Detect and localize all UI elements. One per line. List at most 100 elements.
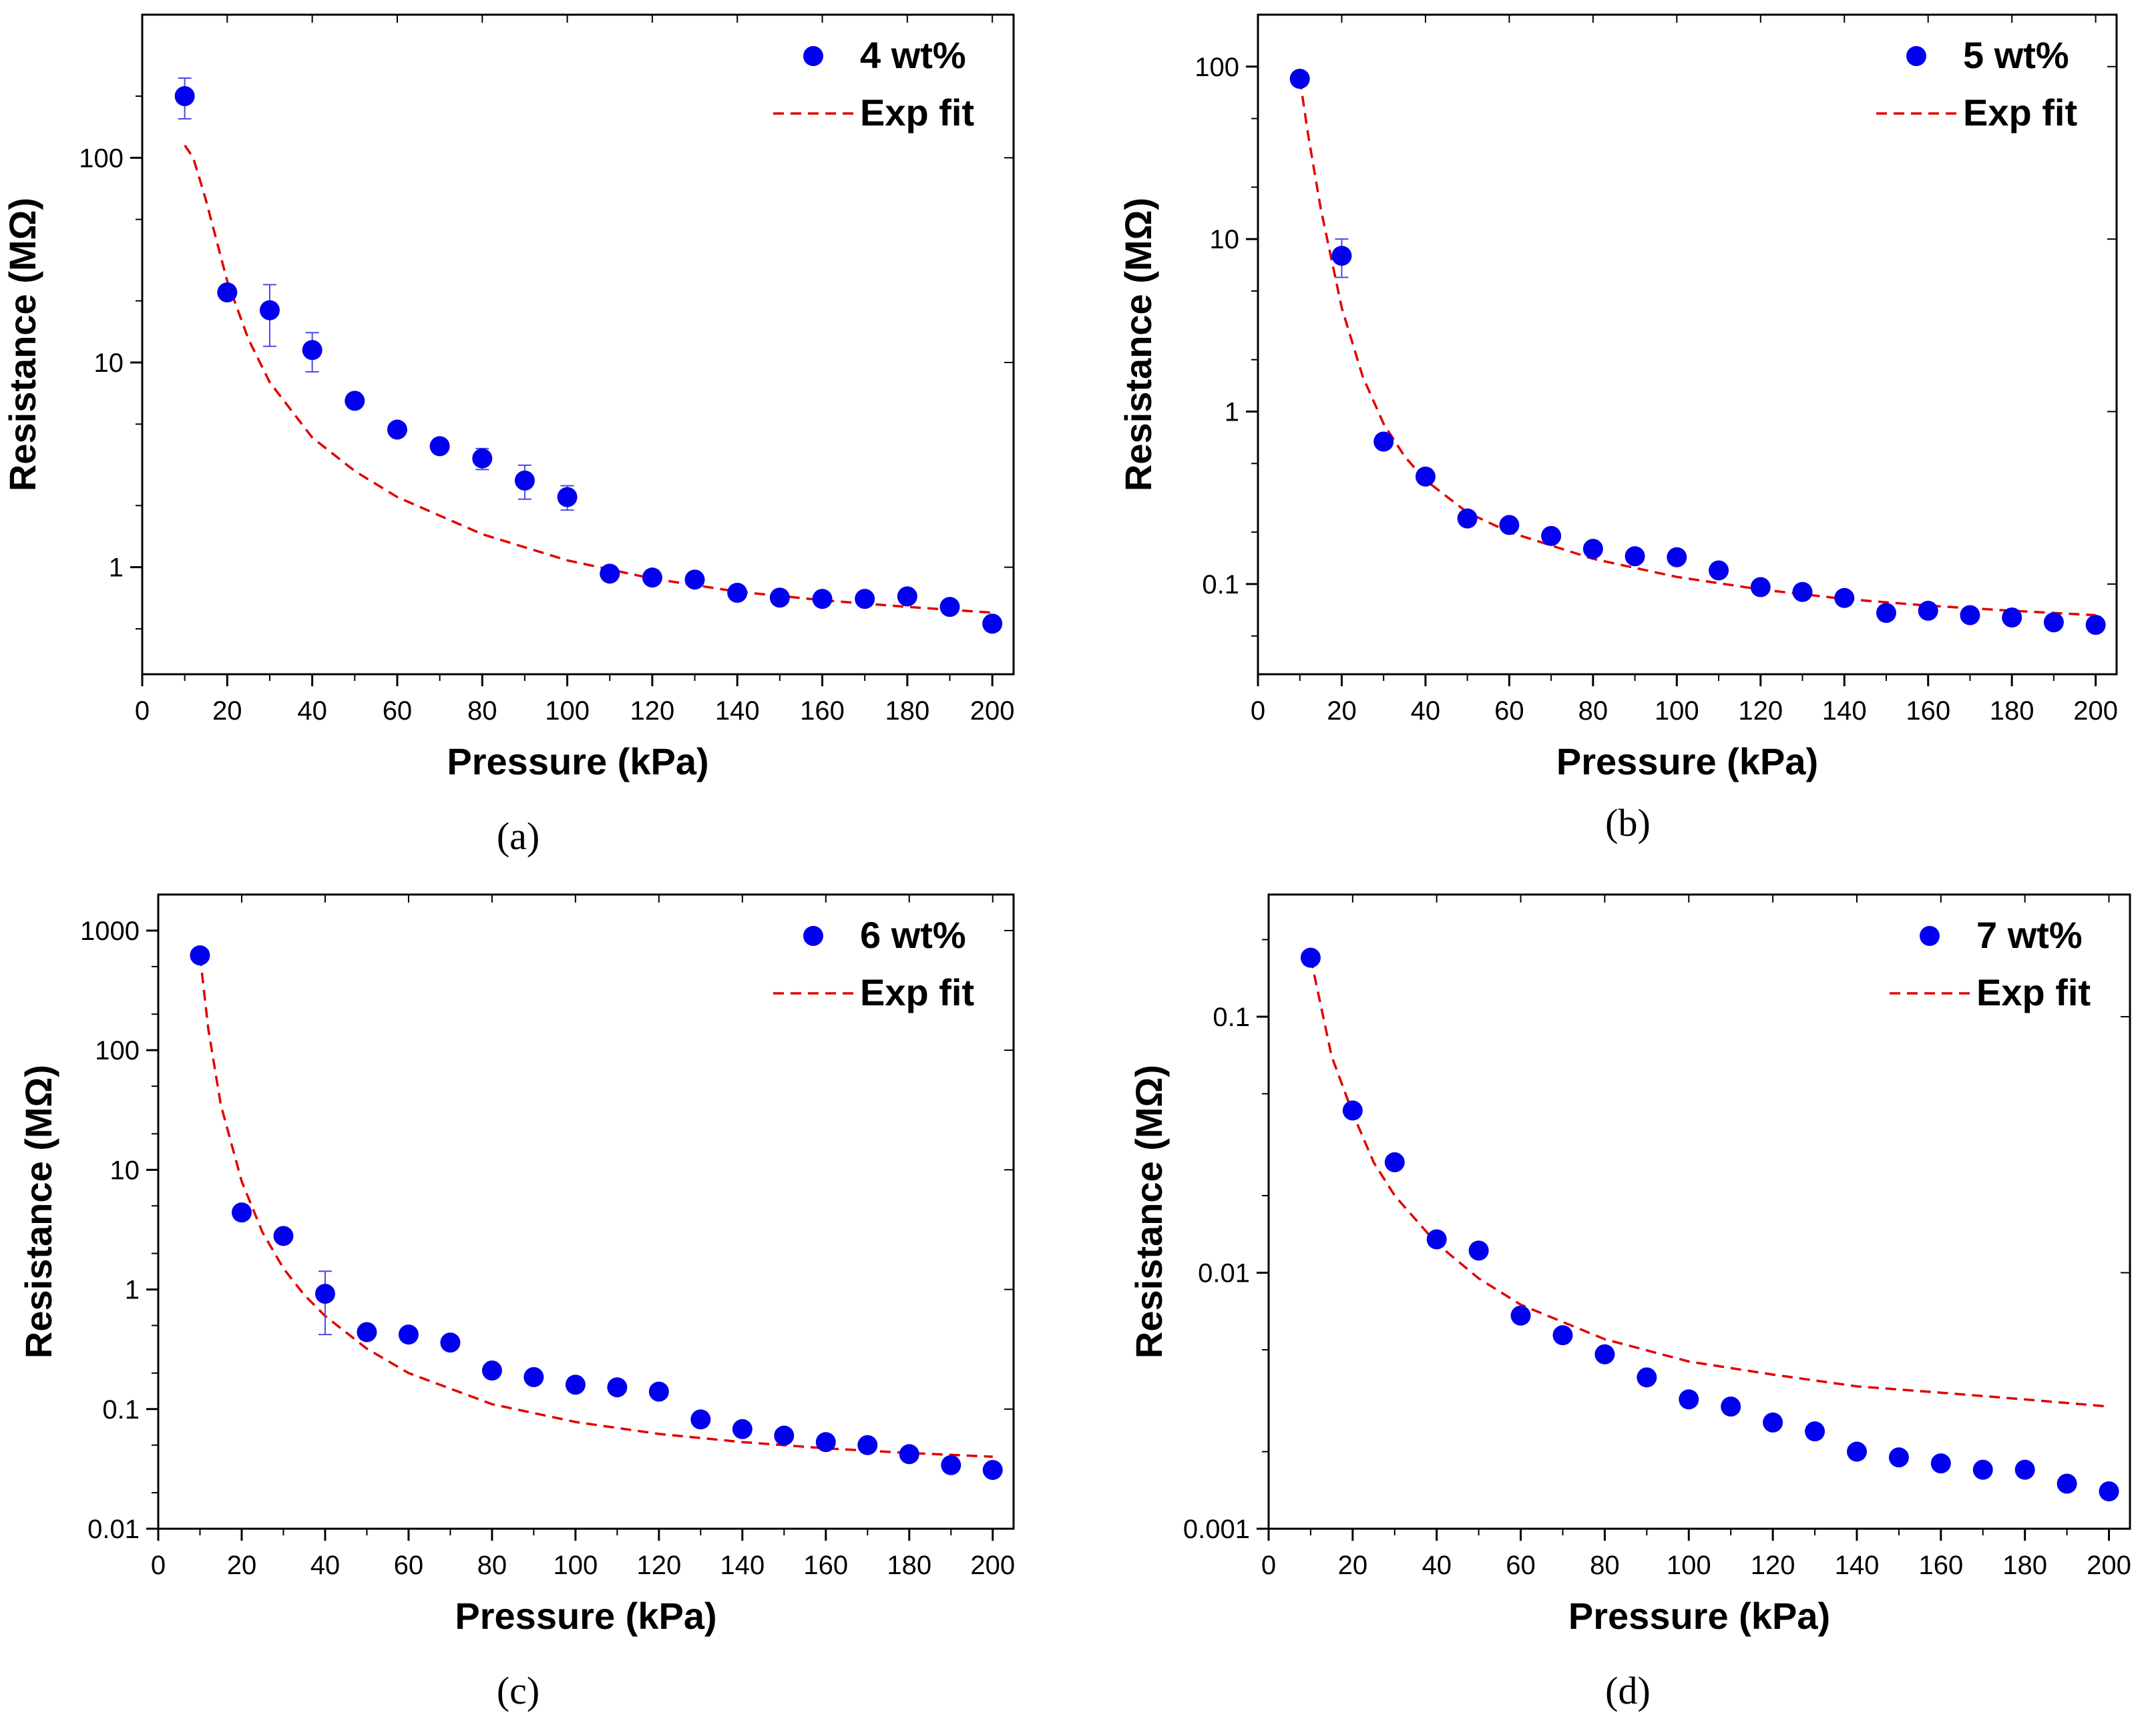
chart-3-point-15 xyxy=(1930,1453,1951,1474)
chart-2-point-12 xyxy=(690,1409,711,1430)
chart-1-point-14 xyxy=(1876,603,1896,624)
chart-1-ytick-label-1: 1 xyxy=(1225,398,1239,427)
chart-3-xtick-label-4: 80 xyxy=(1590,1551,1620,1580)
chart-3-point-3 xyxy=(1426,1229,1447,1250)
chart-2-xtick-label-4: 80 xyxy=(477,1551,507,1580)
chart-1-legend-label-fit: Exp fit xyxy=(1963,91,2077,134)
chart-2-caption: (c) xyxy=(497,1669,540,1712)
chart-2-point-17 xyxy=(899,1444,919,1465)
chart-1-point-13 xyxy=(1834,587,1855,608)
chart-3-legend-label-fit: Exp fit xyxy=(1976,971,2091,1013)
chart-2-point-9 xyxy=(565,1375,586,1395)
chart-3-point-4 xyxy=(1468,1240,1489,1261)
chart-2: 0 20 40 60 80 100 120 140 160 180 200 0.01 0.1 1 10 100… xyxy=(17,893,1015,1712)
chart-1-xtick-label-3: 60 xyxy=(1494,696,1524,726)
chart-1-point-16 xyxy=(1960,605,1980,626)
chart-0-xtick-label-10: 200 xyxy=(970,696,1015,726)
chart-1-xtick-label-10: 200 xyxy=(2073,696,2118,726)
chart-3-point-13 xyxy=(1846,1441,1867,1462)
chart-3-point-5 xyxy=(1510,1305,1531,1326)
chart-3-point-14 xyxy=(1888,1447,1909,1468)
chart-1-fit-line xyxy=(1298,78,2096,617)
chart-0-point-6 xyxy=(429,436,450,457)
chart-3-point-18 xyxy=(2057,1473,2077,1494)
chart-2-ytick-label-0: 0.01 xyxy=(87,1515,140,1544)
chart-0-ylabel: Resistance (MΩ) xyxy=(1,198,43,491)
chart-0-legend-label-points: 4 wt% xyxy=(860,34,966,76)
chart-0-legend-marker-points xyxy=(803,46,823,66)
chart-1-xtick-label-2: 40 xyxy=(1411,696,1441,726)
chart-1-point-9 xyxy=(1667,547,1687,567)
chart-2-point-4 xyxy=(357,1322,377,1342)
chart-3-legend-label-points: 7 wt% xyxy=(1976,914,2083,956)
chart-0-xtick-label-1: 20 xyxy=(212,696,242,726)
chart-0-point-8 xyxy=(514,470,535,491)
chart-2-xtick-label-8: 160 xyxy=(803,1551,848,1580)
chart-2-point-18 xyxy=(941,1455,961,1475)
chart-2-xlabel: Pressure (kPa) xyxy=(455,1595,716,1637)
chart-1-point-12 xyxy=(1792,581,1813,602)
chart-2-point-14 xyxy=(774,1425,795,1446)
chart-1-xtick-label-9: 180 xyxy=(1990,696,2034,726)
chart-2-point-2 xyxy=(273,1226,294,1246)
chart-2-xtick-label-7: 140 xyxy=(720,1551,765,1580)
chart-0-xtick-label-8: 160 xyxy=(800,696,845,726)
chart-0-point-3 xyxy=(302,340,322,360)
chart-3-xtick-label-1: 20 xyxy=(1338,1551,1368,1580)
chart-3-ytick-label-1: 0.01 xyxy=(1198,1258,1250,1288)
chart-0-point-14 xyxy=(769,587,790,608)
chart-3-xtick-label-10: 200 xyxy=(2087,1551,2131,1580)
chart-1-caption: (b) xyxy=(1605,801,1651,844)
chart-3-point-17 xyxy=(2014,1459,2035,1480)
chart-2-legend-marker-points xyxy=(803,926,823,946)
chart-0-point-18 xyxy=(939,597,960,618)
chart-0-fit-line xyxy=(184,144,993,614)
chart-1-xtick-label-0: 0 xyxy=(1251,696,1265,726)
chart-1-ytick-label-2: 10 xyxy=(1210,225,1240,254)
chart-1-point-5 xyxy=(1499,515,1520,535)
chart-1-point-7 xyxy=(1582,539,1603,559)
chart-2-fit-line xyxy=(198,955,993,1458)
chart-0-point-4 xyxy=(345,391,365,411)
chart-2-point-5 xyxy=(398,1324,419,1345)
chart-1-point-1 xyxy=(1331,246,1352,266)
chart-0-ytick-label-2: 100 xyxy=(79,144,124,173)
chart-3-ytick-label-2: 0.1 xyxy=(1213,1003,1250,1032)
chart-0-point-1 xyxy=(217,282,238,302)
chart-0-xtick-label-0: 0 xyxy=(135,696,150,726)
chart-0-point-12 xyxy=(684,569,705,590)
chart-1-point-15 xyxy=(1918,600,1938,621)
chart-2-point-16 xyxy=(857,1435,878,1455)
chart-1-point-3 xyxy=(1415,466,1436,487)
chart-2-ytick-label-4: 100 xyxy=(95,1036,140,1065)
chart-3-fit-line xyxy=(1309,957,2109,1408)
chart-0-xtick-label-9: 180 xyxy=(885,696,929,726)
chart-0-xlabel: Pressure (kPa) xyxy=(447,740,708,782)
chart-2-xtick-label-9: 180 xyxy=(887,1551,931,1580)
chart-2-point-8 xyxy=(523,1367,544,1387)
chart-1-point-19 xyxy=(2085,615,2106,636)
chart-3-point-11 xyxy=(1763,1412,1783,1433)
chart-3-point-16 xyxy=(1972,1459,1993,1480)
chart-2-ylabel: Resistance (MΩ) xyxy=(17,1065,59,1358)
chart-1-xtick-label-1: 20 xyxy=(1327,696,1357,726)
chart-2-xtick-label-5: 100 xyxy=(554,1551,598,1580)
chart-2-frame xyxy=(157,893,1015,1530)
chart-3-xtick-label-8: 160 xyxy=(1918,1551,1963,1580)
chart-3-xtick-label-2: 40 xyxy=(1422,1551,1452,1580)
chart-3-point-2 xyxy=(1384,1152,1405,1173)
chart-0-xtick-label-5: 100 xyxy=(545,696,590,726)
chart-1-point-2 xyxy=(1373,431,1394,452)
chart-0-xtick-label-4: 80 xyxy=(467,696,497,726)
chart-0-point-10 xyxy=(600,563,620,584)
chart-2-legend-label-fit: Exp fit xyxy=(860,971,974,1013)
chart-1-point-17 xyxy=(2002,607,2022,628)
chart-2-xtick-label-6: 120 xyxy=(636,1551,681,1580)
chart-0-point-13 xyxy=(727,582,748,603)
chart-0-xtick-label-7: 140 xyxy=(715,696,760,726)
chart-1-ytick-label-0: 0.1 xyxy=(1202,570,1239,599)
chart-0-xtick-label-6: 120 xyxy=(630,696,675,726)
chart-3-caption: (d) xyxy=(1605,1669,1651,1712)
chart-2-xtick-label-10: 200 xyxy=(970,1551,1015,1580)
